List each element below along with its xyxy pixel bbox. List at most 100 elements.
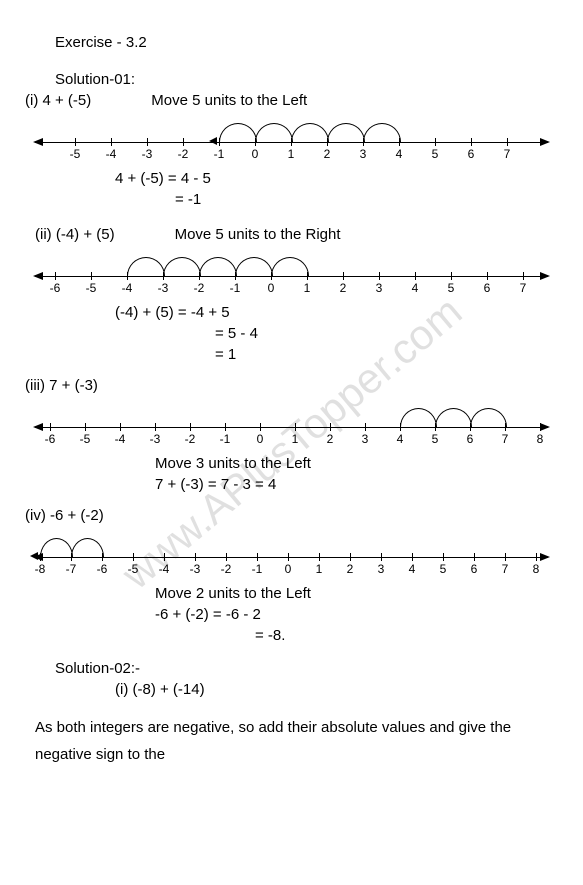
p1-eq1: 4 + (-5) = 4 - 5 xyxy=(25,170,558,187)
tick-label: 8 xyxy=(537,432,544,446)
tick-label: -5 xyxy=(70,147,81,161)
tick-mark xyxy=(155,423,156,431)
hop-arc xyxy=(327,123,365,142)
tick-label: 7 xyxy=(502,562,509,576)
tick-mark xyxy=(365,423,366,431)
tick-label: -1 xyxy=(230,281,241,295)
p2-eq3: = 1 xyxy=(25,346,558,363)
tick-label: 4 xyxy=(409,562,416,576)
tick-mark xyxy=(147,138,148,146)
tick-mark xyxy=(225,423,226,431)
tick-label: 5 xyxy=(432,432,439,446)
tick-label: 4 xyxy=(396,147,403,161)
tick-label: 5 xyxy=(448,281,455,295)
p3-number-line: -6-5-4-3-2-1012345678 xyxy=(25,402,558,447)
p3-label: (iii) 7 + (-3) xyxy=(25,377,558,394)
tick-label: 1 xyxy=(304,281,311,295)
tick-label: -6 xyxy=(97,562,108,576)
tick-label: -3 xyxy=(158,281,169,295)
tick-mark xyxy=(435,138,436,146)
tick-label: -3 xyxy=(142,147,153,161)
tick-label: 3 xyxy=(362,432,369,446)
tick-label: 5 xyxy=(432,147,439,161)
tick-label: 0 xyxy=(252,147,259,161)
hop-arc xyxy=(40,538,73,557)
tick-label: -1 xyxy=(214,147,225,161)
tick-mark xyxy=(260,423,261,431)
tick-label: 1 xyxy=(292,432,299,446)
hop-arc xyxy=(271,257,309,276)
solution-2-heading: Solution-02:- xyxy=(25,660,558,677)
tick-mark xyxy=(288,553,289,561)
hop-arc xyxy=(219,123,257,142)
p2-eq2: = 5 - 4 xyxy=(25,325,558,342)
tick-label: -4 xyxy=(106,147,117,161)
tick-mark xyxy=(471,138,472,146)
tick-mark xyxy=(226,553,227,561)
tick-label: -2 xyxy=(185,432,196,446)
hop-arc xyxy=(71,538,104,557)
tick-label: -2 xyxy=(194,281,205,295)
tick-label: -1 xyxy=(220,432,231,446)
tick-mark xyxy=(507,138,508,146)
tick-label: 4 xyxy=(397,432,404,446)
p3-instruction: Move 3 units to the Left xyxy=(25,455,558,472)
tick-mark xyxy=(91,272,92,280)
hop-arc xyxy=(127,257,165,276)
p2-instruction: Move 5 units to the Right xyxy=(175,226,341,243)
tick-mark xyxy=(350,553,351,561)
tick-label: -5 xyxy=(86,281,97,295)
hop-arc xyxy=(163,257,201,276)
p4-eq1: -6 + (-2) = -6 - 2 xyxy=(25,606,558,623)
hop-arc xyxy=(255,123,293,142)
tick-label: -4 xyxy=(115,432,126,446)
hop-arc xyxy=(199,257,237,276)
tick-mark xyxy=(443,553,444,561)
p1-eq2: = -1 xyxy=(25,191,558,208)
tick-mark xyxy=(487,272,488,280)
tick-mark xyxy=(111,138,112,146)
tick-label: 6 xyxy=(471,562,478,576)
tick-label: 7 xyxy=(520,281,527,295)
p1-label: (i) 4 + (-5) xyxy=(25,92,91,109)
tick-mark xyxy=(50,423,51,431)
p4-number-line: -8-7-6-5-4-3-2-1012345678 xyxy=(25,532,558,577)
p4-eq2: = -8. xyxy=(25,627,558,644)
tick-label: 8 xyxy=(533,562,540,576)
tick-label: 6 xyxy=(468,147,475,161)
tick-label: 6 xyxy=(484,281,491,295)
tick-label: 1 xyxy=(288,147,295,161)
tick-mark xyxy=(540,423,541,431)
tick-label: 0 xyxy=(285,562,292,576)
hop-arc xyxy=(235,257,273,276)
tick-label: -5 xyxy=(128,562,139,576)
direction-arrow-icon xyxy=(209,137,217,145)
hop-arc xyxy=(400,408,437,427)
exercise-title: Exercise - 3.2 xyxy=(25,34,558,51)
p2-eq1: (-4) + (5) = -4 + 5 xyxy=(25,304,558,321)
tick-mark xyxy=(412,553,413,561)
tick-mark xyxy=(381,553,382,561)
tick-label: 3 xyxy=(360,147,367,161)
tick-mark xyxy=(330,423,331,431)
tick-label: 5 xyxy=(440,562,447,576)
tick-mark xyxy=(75,138,76,146)
direction-arrow-icon xyxy=(30,552,38,560)
tick-mark xyxy=(55,272,56,280)
tick-label: -4 xyxy=(122,281,133,295)
tick-mark xyxy=(85,423,86,431)
tick-mark xyxy=(120,423,121,431)
tick-label: 3 xyxy=(378,562,385,576)
hop-arc xyxy=(435,408,472,427)
p4-label: (iv) -6 + (-2) xyxy=(25,507,558,524)
tick-label: -4 xyxy=(159,562,170,576)
tick-label: 2 xyxy=(340,281,347,295)
tick-label: -8 xyxy=(35,562,46,576)
p2-number-line: -6-5-4-3-2-101234567 xyxy=(25,251,558,296)
p4-instruction: Move 2 units to the Left xyxy=(25,585,558,602)
tick-label: 1 xyxy=(316,562,323,576)
tick-label: -2 xyxy=(221,562,232,576)
tick-mark xyxy=(523,272,524,280)
tick-label: 2 xyxy=(347,562,354,576)
tick-mark xyxy=(183,138,184,146)
